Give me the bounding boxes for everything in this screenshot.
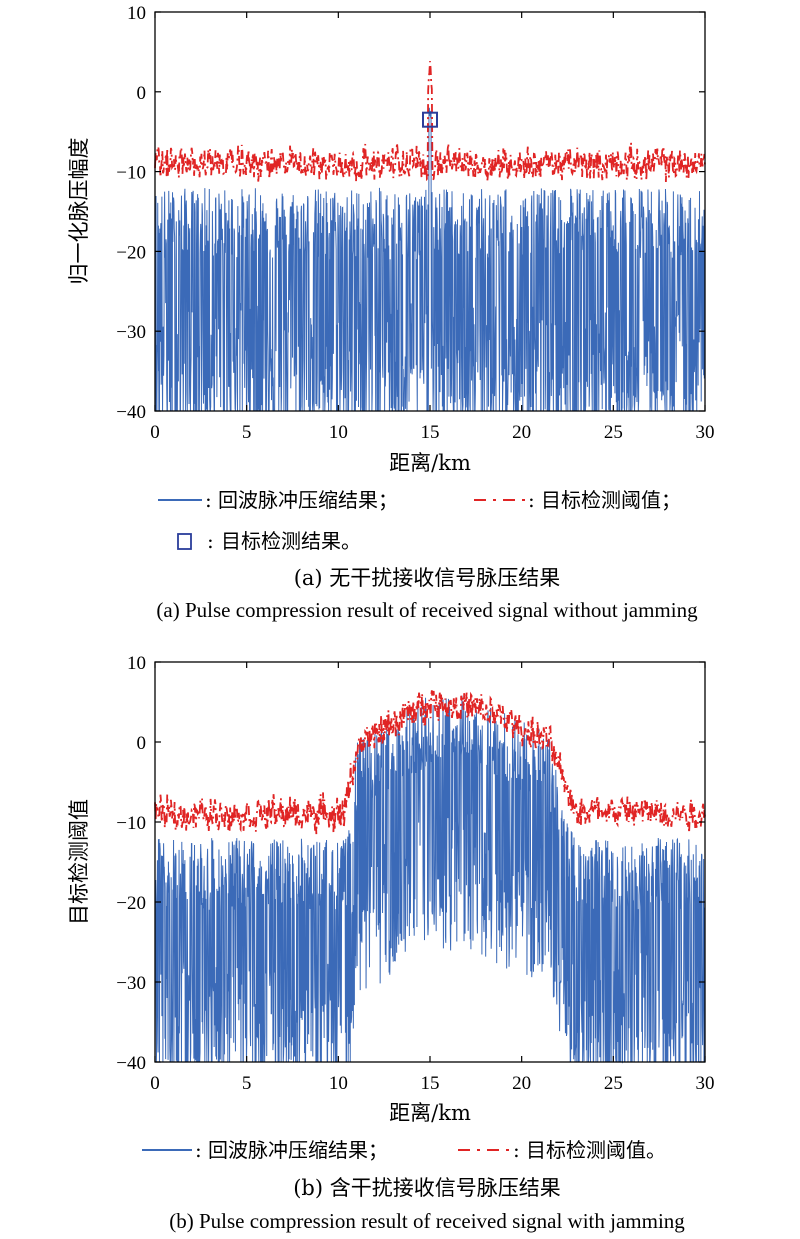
- b-y-axis-label: 目标检测阈值: [67, 799, 91, 925]
- a-caption-cn: (a) 无干扰接收信号脉压结果: [294, 566, 561, 590]
- a-axis-ticks: 0 5 10 15 20 25 30 −40 −30 −20 −10 0 10: [116, 3, 714, 443]
- a-y-tick-label: 0: [137, 83, 147, 104]
- a-caption-en: (a) Pulse compression result of received…: [156, 598, 698, 622]
- a-legend-detection-prefix: :: [207, 529, 214, 553]
- b-x-tick-label: 10: [329, 1073, 348, 1094]
- a-x-tick-label: 0: [150, 422, 160, 443]
- a-y-tick-label: −10: [116, 163, 146, 184]
- b-y-tick-label: 10: [127, 653, 146, 674]
- a-threshold-line: [154, 61, 706, 184]
- b-legend-echo-label: 回波脉冲压缩结果；: [208, 1138, 388, 1162]
- a-x-tick-label: 30: [696, 422, 715, 443]
- b-x-tick-label: 20: [512, 1073, 531, 1094]
- b-y-tick-label: −20: [116, 893, 146, 914]
- b-y-tick-label: −40: [116, 1053, 146, 1074]
- b-y-tick-label: −10: [116, 813, 146, 834]
- a-legend-threshold-prefix: :: [528, 488, 535, 512]
- b-x-tick-label: 30: [696, 1073, 715, 1094]
- panel-b: 0 5 10 15 20 25 30 −40 −30 −20 −10 0 10 距离/km 目标检测阈值…: [67, 653, 715, 1233]
- b-axis-ticks: 0 5 10 15 20 25 30 −40 −30 −20 −10 0 10: [116, 653, 714, 1094]
- a-y-tick-label: −20: [116, 242, 146, 263]
- a-x-tick-label: 20: [512, 422, 531, 443]
- panel-a: 0 5 10 15 20 25 30 −40 −30 −20 −10 0 10 距离/km 归一化脉压幅…: [67, 3, 715, 622]
- b-x-axis-label: 距离/km: [389, 1101, 471, 1125]
- b-echo-series: [154, 695, 706, 1064]
- a-legend-detection-label: 目标检测结果。: [221, 529, 361, 553]
- b-x-tick-label: 15: [421, 1073, 440, 1094]
- b-legend-threshold-prefix: :: [513, 1138, 520, 1162]
- a-threshold-series: [154, 61, 706, 184]
- a-y-tick-label: −40: [116, 402, 146, 423]
- a-x-axis-label: 距离/km: [389, 451, 471, 475]
- a-legend-echo-label: 回波脉冲压缩结果；: [218, 488, 398, 512]
- b-legend-echo-prefix: :: [195, 1138, 202, 1162]
- b-y-tick-label: 0: [137, 733, 147, 754]
- b-caption-cn: (b) 含干扰接收信号脉压结果: [293, 1176, 561, 1200]
- b-caption-en: (b) Pulse compression result of received…: [169, 1209, 685, 1233]
- a-x-tick-label: 5: [242, 422, 252, 443]
- a-detection-marker: [422, 111, 438, 128]
- a-legend-threshold-label: 目标检测阈值；: [541, 488, 681, 512]
- a-y-tick-label: 10: [127, 3, 146, 24]
- b-x-tick-label: 0: [150, 1073, 160, 1094]
- b-x-tick-label: 5: [242, 1073, 252, 1094]
- a-y-axis-label: 归一化脉压幅度: [67, 138, 91, 285]
- b-echo-line: [154, 695, 706, 1064]
- a-x-tick-label: 15: [421, 422, 440, 443]
- a-x-tick-label: 10: [329, 422, 348, 443]
- b-y-tick-label: −30: [116, 973, 146, 994]
- b-legend-threshold-label: 目标检测阈值。: [526, 1138, 666, 1162]
- b-threshold-line: [154, 690, 706, 835]
- b-threshold-series: [154, 690, 706, 835]
- b-x-tick-label: 25: [604, 1073, 623, 1094]
- a-legend-detection-swatch: [177, 533, 192, 550]
- a-legend-echo-prefix: :: [205, 488, 212, 512]
- a-y-tick-label: −30: [116, 322, 146, 343]
- a-x-tick-label: 25: [604, 422, 623, 443]
